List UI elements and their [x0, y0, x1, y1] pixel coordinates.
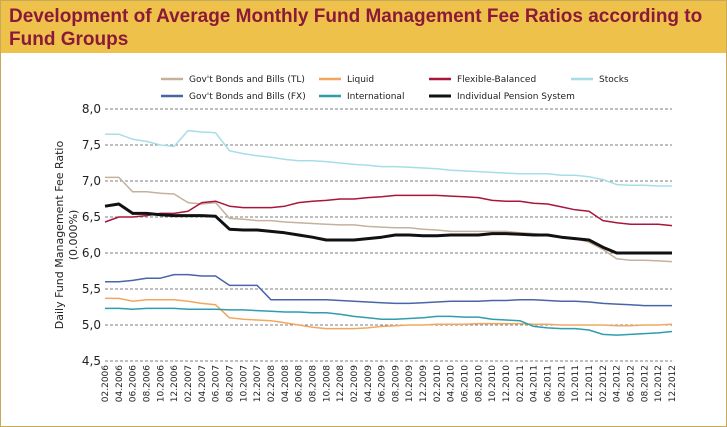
- x-tick-label: 04.2009: [364, 365, 374, 402]
- x-tick-label: 08.2009: [391, 365, 401, 402]
- x-tick-label: 06.2012: [627, 365, 637, 402]
- x-tick-label: 10.2008: [322, 365, 332, 402]
- y-tick-label: 7,5: [82, 138, 101, 152]
- x-tick-label: 06.2010: [461, 365, 471, 402]
- x-tick-label: 10.2011: [571, 365, 581, 402]
- x-tick-label: 04.2008: [281, 365, 291, 402]
- x-tick-label: 08.2006: [142, 365, 152, 402]
- legend-label: Gov't Bonds and Bills (TL): [189, 75, 305, 85]
- series-line-liquid: [105, 297, 673, 330]
- x-tick-label: 02.2012: [599, 365, 609, 402]
- y-axis-ticks: 4,5 5,0 5,5 6,0 6,5 7,0 7,5 8,0: [82, 102, 101, 368]
- x-tick-label: 06.2007: [212, 365, 222, 402]
- x-tick-label: 10.2009: [405, 365, 415, 402]
- title-banner: Development of Average Monthly Fund Mana…: [1, 1, 726, 53]
- series-lines: [104, 129, 673, 336]
- x-tick-label: 12.2011: [585, 365, 595, 402]
- x-tick-label: 02.2010: [433, 365, 443, 402]
- series-line-stocks: [105, 129, 672, 187]
- legend-label: Gov't Bonds and Bills (FX): [189, 92, 306, 102]
- x-tick-label: 06.2009: [378, 365, 388, 402]
- x-tick-label: 12.2010: [502, 365, 512, 402]
- x-tick-label: 12.2006: [170, 365, 180, 402]
- x-tick-label: 10.2007: [239, 365, 249, 402]
- series-line-gov-t-bonds-and-bills-tl: [105, 176, 673, 263]
- series-line-international: [105, 307, 673, 336]
- x-tick-label: 10.2010: [488, 365, 498, 402]
- chart-title: Development of Average Monthly Fund Mana…: [9, 6, 703, 50]
- x-tick-label: 12.2008: [336, 365, 346, 402]
- x-tick-label: 04.2011: [530, 365, 540, 402]
- x-tick-label: 08.2010: [474, 365, 484, 402]
- legend-label: Stocks: [599, 75, 629, 85]
- x-tick-label: 02.2007: [184, 365, 194, 402]
- y-axis-label: Daily Fund Management Fee Ratio: [53, 141, 66, 330]
- y-tick-label: 4,5: [82, 354, 101, 368]
- legend-label: Liquid: [347, 75, 374, 85]
- x-tick-label: 02.2011: [516, 365, 526, 402]
- y-tick-label: 6,5: [82, 210, 101, 224]
- y-axis-unit-label: (0.000%): [67, 210, 80, 261]
- x-tick-label: 08.2011: [557, 365, 567, 402]
- x-tick-label: 06.2008: [295, 365, 305, 402]
- y-tick-label: 7,0: [82, 174, 101, 188]
- x-tick-label: 08.2012: [640, 365, 650, 402]
- x-axis-ticks: 02.2006 04.2006 06.2006 08.2006 10.2006 12.20…: [101, 365, 678, 402]
- x-tick-label: 02.2009: [350, 365, 360, 402]
- x-tick-label: 10.2006: [156, 365, 166, 402]
- x-tick-label: 04.2006: [115, 365, 125, 402]
- x-tick-label: 04.2012: [613, 365, 623, 402]
- x-tick-label: 04.2010: [447, 365, 457, 402]
- x-tick-label: 02.2006: [101, 365, 111, 402]
- x-tick-label: 12.2007: [253, 365, 263, 402]
- x-tick-label: 08.2008: [308, 365, 318, 402]
- y-tick-label: 8,0: [82, 102, 101, 116]
- legend-label: Individual Pension System: [457, 92, 575, 102]
- x-tick-label: 10.2012: [654, 365, 664, 402]
- y-tick-label: 6,0: [82, 246, 101, 260]
- y-tick-label: 5,5: [82, 282, 101, 296]
- x-tick-label: 12.2009: [419, 365, 429, 402]
- x-tick-label: 12.2012: [668, 365, 678, 402]
- series-line-flexible-balanced: [104, 194, 673, 227]
- legend-label: Flexible-Balanced: [457, 75, 536, 85]
- series-line-gov-t-bonds-and-bills-fx: [105, 273, 672, 307]
- x-tick-label: 02.2008: [267, 365, 277, 402]
- legend: Gov't Bonds and Bills (TL) Liquid Flexible…: [161, 75, 629, 102]
- x-tick-label: 06.2006: [129, 365, 139, 402]
- x-tick-label: 06.2011: [544, 365, 554, 402]
- x-tick-label: 08.2007: [225, 365, 235, 402]
- series-line-individual-pension-system: [104, 202, 672, 255]
- y-tick-label: 5,0: [82, 318, 101, 332]
- legend-label: International: [347, 92, 404, 102]
- x-tick-label: 04.2007: [198, 365, 208, 402]
